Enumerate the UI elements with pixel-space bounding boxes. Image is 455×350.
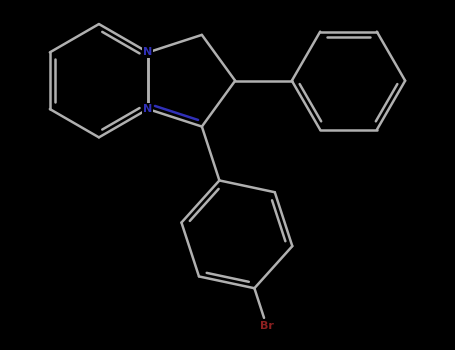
Text: N: N: [143, 104, 152, 114]
Text: N: N: [143, 47, 152, 57]
Text: Br: Br: [260, 321, 273, 331]
